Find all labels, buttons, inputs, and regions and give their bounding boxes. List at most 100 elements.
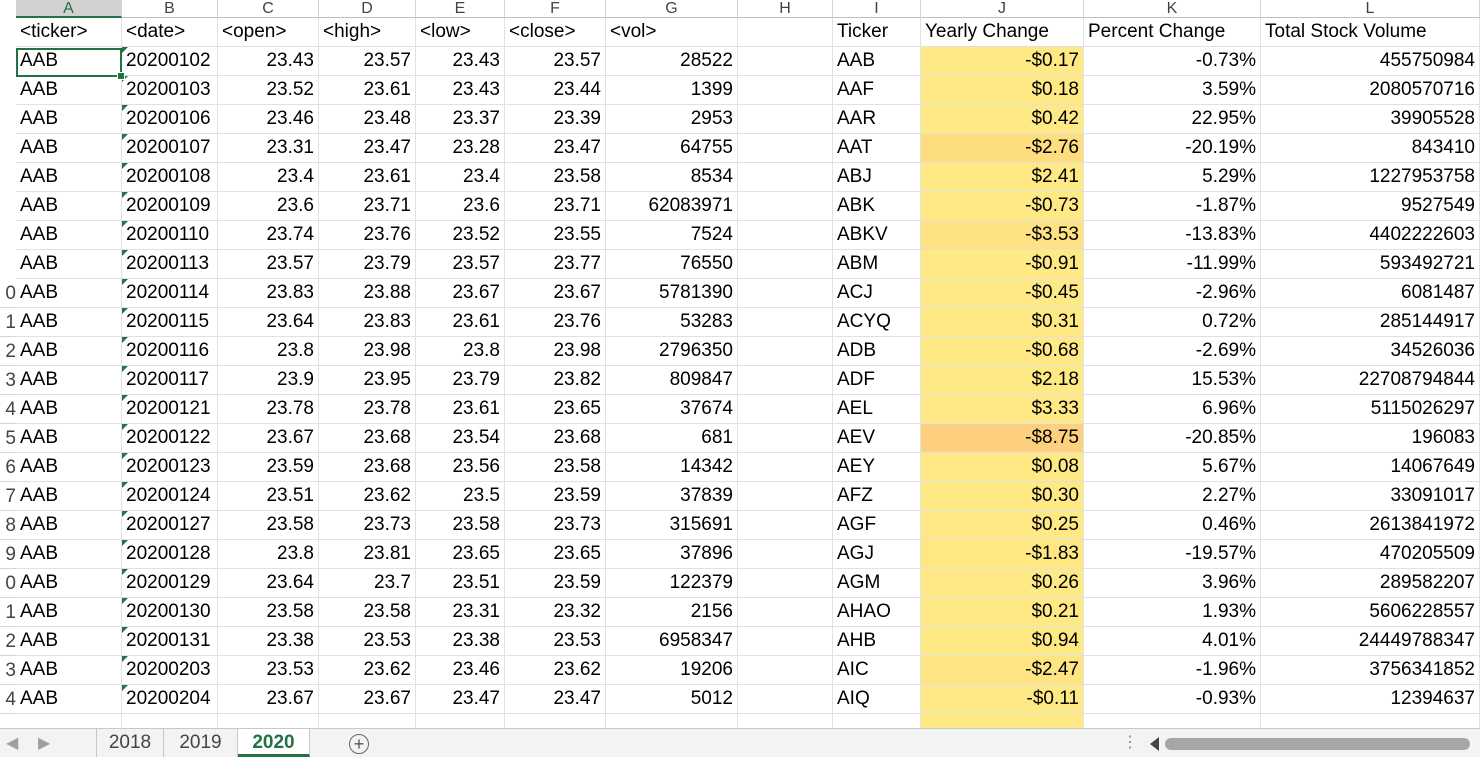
cell-b[interactable]: 20200128 [122, 540, 218, 569]
cell-i[interactable]: AAR [833, 105, 921, 134]
cell-g[interactable]: 2156 [606, 598, 738, 627]
cell-c[interactable] [218, 714, 319, 728]
cell-i[interactable]: AIQ [833, 685, 921, 714]
cell-h[interactable] [738, 308, 833, 337]
cell-i[interactable]: AEY [833, 453, 921, 482]
cell-g[interactable]: 809847 [606, 366, 738, 395]
cell-j[interactable]: -$3.53 [921, 221, 1084, 250]
cell-a[interactable]: AAB [16, 134, 122, 163]
cell-e[interactable]: 23.8 [416, 337, 505, 366]
cell-b[interactable]: 20200114 [122, 279, 218, 308]
cell-j[interactable]: -$2.47 [921, 656, 1084, 685]
cell-k[interactable]: -1.87% [1084, 192, 1261, 221]
cell-g[interactable]: 64755 [606, 134, 738, 163]
cell-k[interactable]: 2.27% [1084, 482, 1261, 511]
cell-d[interactable]: 23.47 [319, 134, 416, 163]
cell-l[interactable]: 14067649 [1261, 453, 1480, 482]
column-header-l[interactable]: L [1261, 0, 1480, 18]
cell-a[interactable]: AAB [16, 453, 122, 482]
cell-j[interactable]: -$2.76 [921, 134, 1084, 163]
cell-b[interactable]: 20200102 [122, 47, 218, 76]
cell-h[interactable] [738, 714, 833, 728]
cell-l[interactable] [1261, 714, 1480, 728]
header-cell-h[interactable] [738, 18, 833, 47]
cell-c[interactable]: 23.64 [218, 569, 319, 598]
cell-i[interactable]: ABM [833, 250, 921, 279]
cell-j[interactable]: -$8.75 [921, 424, 1084, 453]
cell-k[interactable]: 15.53% [1084, 366, 1261, 395]
cell-g[interactable]: 6958347 [606, 627, 738, 656]
fill-handle[interactable] [117, 72, 125, 80]
cell-l[interactable]: 2613841972 [1261, 511, 1480, 540]
cell-i[interactable]: AHB [833, 627, 921, 656]
cell-a[interactable]: AAB [16, 105, 122, 134]
cell-f[interactable]: 23.67 [505, 279, 606, 308]
cell-h[interactable] [738, 134, 833, 163]
cell-b[interactable]: 20200113 [122, 250, 218, 279]
cell-e[interactable]: 23.28 [416, 134, 505, 163]
cell-l[interactable]: 12394637 [1261, 685, 1480, 714]
column-header-i[interactable]: I [833, 0, 921, 18]
cell-g[interactable]: 8534 [606, 163, 738, 192]
cell-h[interactable] [738, 685, 833, 714]
scroll-tabs-right-icon[interactable]: ▶ [38, 735, 51, 752]
cell-h[interactable] [738, 105, 833, 134]
cell-f[interactable]: 23.47 [505, 685, 606, 714]
cell-c[interactable]: 23.8 [218, 337, 319, 366]
cell-d[interactable]: 23.61 [319, 76, 416, 105]
row-header[interactable]: 7 [0, 482, 16, 511]
cell-k[interactable]: 3.59% [1084, 76, 1261, 105]
cell-f[interactable]: 23.68 [505, 424, 606, 453]
header-cell-f[interactable]: <close> [505, 18, 606, 47]
cell-c[interactable]: 23.78 [218, 395, 319, 424]
cell-g[interactable]: 76550 [606, 250, 738, 279]
cell-d[interactable]: 23.78 [319, 395, 416, 424]
cell-b[interactable]: 20200106 [122, 105, 218, 134]
cell-i[interactable]: ADB [833, 337, 921, 366]
cell-j[interactable]: $0.31 [921, 308, 1084, 337]
cell-e[interactable]: 23.58 [416, 511, 505, 540]
cell-h[interactable] [738, 627, 833, 656]
cell-i[interactable]: ABKV [833, 221, 921, 250]
cell-a[interactable]: AAB [16, 482, 122, 511]
cell-l[interactable]: 470205509 [1261, 540, 1480, 569]
cell-h[interactable] [738, 540, 833, 569]
spreadsheet-grid[interactable]: A B C D E F G H I J K L <ticker> <date> <open> <high> <l… [0, 0, 1480, 728]
cell-e[interactable]: 23.43 [416, 47, 505, 76]
cell-k[interactable]: -20.19% [1084, 134, 1261, 163]
cell-a[interactable]: AAB [16, 598, 122, 627]
cell-h[interactable] [738, 424, 833, 453]
cell-g[interactable]: 19206 [606, 656, 738, 685]
cell-j[interactable] [921, 714, 1084, 728]
cell-h[interactable] [738, 279, 833, 308]
cell-a[interactable]: AAB [16, 656, 122, 685]
cell-d[interactable]: 23.62 [319, 656, 416, 685]
cell-c[interactable]: 23.51 [218, 482, 319, 511]
cell-f[interactable]: 23.73 [505, 511, 606, 540]
cell-f[interactable]: 23.65 [505, 395, 606, 424]
cell-l[interactable]: 39905528 [1261, 105, 1480, 134]
cell-g[interactable]: 37896 [606, 540, 738, 569]
row-header[interactable]: 6 [0, 453, 16, 482]
cell-c[interactable]: 23.58 [218, 511, 319, 540]
cell-a[interactable]: AAB [16, 279, 122, 308]
cell-k[interactable]: -13.83% [1084, 221, 1261, 250]
row-header[interactable]: 3 [0, 366, 16, 395]
cell-l[interactable]: 33091017 [1261, 482, 1480, 511]
cell-f[interactable]: 23.65 [505, 540, 606, 569]
cell-e[interactable]: 23.38 [416, 627, 505, 656]
cell-e[interactable]: 23.5 [416, 482, 505, 511]
cell-c[interactable]: 23.38 [218, 627, 319, 656]
column-header-e[interactable]: E [416, 0, 505, 18]
cell-k[interactable]: 5.67% [1084, 453, 1261, 482]
cell-k[interactable]: -20.85% [1084, 424, 1261, 453]
cell-d[interactable]: 23.67 [319, 685, 416, 714]
cell-j[interactable]: $0.30 [921, 482, 1084, 511]
cell-b[interactable]: 20200117 [122, 366, 218, 395]
cell-k[interactable]: -1.96% [1084, 656, 1261, 685]
cell-h[interactable] [738, 47, 833, 76]
cell-k[interactable]: -2.69% [1084, 337, 1261, 366]
cell-j[interactable]: $0.08 [921, 453, 1084, 482]
cell-c[interactable]: 23.52 [218, 76, 319, 105]
cell-b[interactable]: 20200204 [122, 685, 218, 714]
